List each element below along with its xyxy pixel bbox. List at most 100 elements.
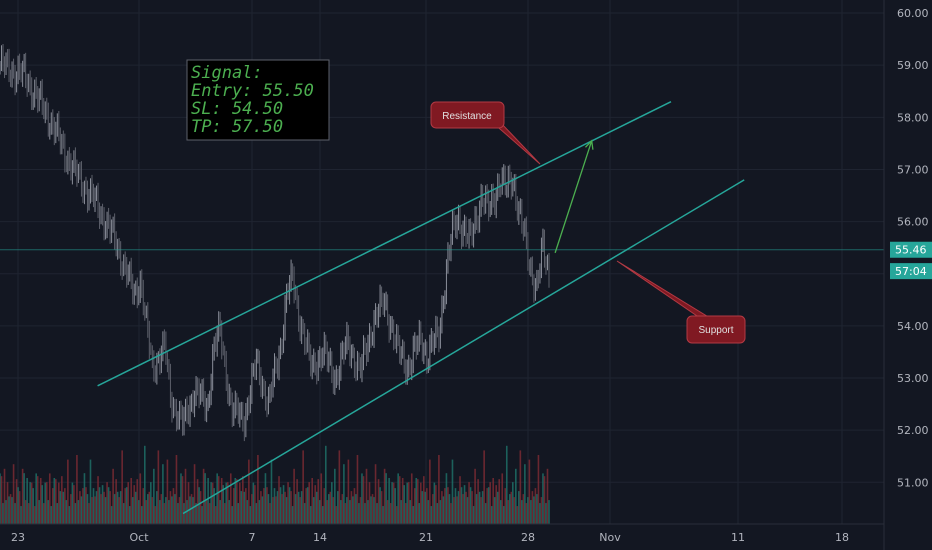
volume-bar (232, 488, 235, 524)
volume-bar (45, 482, 48, 524)
price-tick-label: 60.00 (897, 7, 929, 20)
volume-bar (454, 488, 457, 524)
volume-bar (48, 473, 51, 524)
volume-bar (38, 500, 41, 524)
volume-bar (100, 494, 102, 524)
volume-bar (101, 485, 104, 524)
volume-bar (403, 485, 406, 524)
volume-bar (226, 482, 229, 524)
volume-bar (362, 476, 365, 524)
volume-bar (207, 478, 209, 524)
volume-bar (180, 473, 182, 524)
price-tick-label: 56.00 (897, 216, 929, 229)
volume-bar (276, 491, 279, 524)
volume-bar (86, 494, 89, 524)
volume-bar (478, 491, 481, 524)
volume-bar (133, 485, 136, 524)
volume-bar (154, 506, 157, 524)
volume-bar (451, 459, 454, 524)
volume-bar (429, 459, 431, 524)
volume-bar (349, 500, 351, 524)
volume-bar (397, 473, 399, 524)
volume-bar (394, 488, 396, 524)
volume-bar (20, 506, 22, 524)
volume-bar (243, 491, 246, 524)
price-badge-label: 57:04 (895, 265, 927, 278)
volume-bar (487, 487, 490, 524)
volume-bar (391, 482, 393, 524)
volume-bar (508, 494, 511, 524)
volume-bar (460, 487, 463, 524)
volume-bar (174, 494, 176, 524)
volume-bar (293, 468, 295, 524)
volume-bar (56, 503, 59, 524)
volume-bar (153, 468, 155, 524)
volume-bar (12, 464, 15, 524)
volume-bar (208, 503, 211, 524)
volume-bar (98, 487, 101, 524)
volume-bar (344, 503, 347, 524)
volume-bar (76, 455, 78, 524)
volume-bar (318, 500, 321, 524)
volume-bar (531, 491, 534, 524)
volume-bar (204, 473, 206, 524)
volume-bar (15, 479, 18, 524)
volume-bar (326, 500, 329, 524)
volume-bar (42, 503, 45, 524)
volume-bar (364, 503, 366, 524)
volume-bar (331, 482, 333, 524)
volume-bar (134, 491, 137, 524)
volume-bar (6, 482, 9, 524)
volume-bar (505, 445, 508, 524)
volume-bar (131, 497, 134, 524)
candles (0, 43, 550, 442)
volume-bar (61, 476, 63, 524)
volume-bar (216, 473, 218, 524)
volume-bar (537, 455, 540, 524)
volume-bar (39, 478, 42, 524)
volume-bar (44, 482, 47, 524)
signal-line-sl: SL: 54.50 (191, 99, 283, 119)
resistance-label: Resistance (442, 111, 492, 122)
volume-bar (382, 506, 384, 524)
volume-bar (275, 496, 277, 524)
volume-bar (542, 473, 544, 524)
volume-bar (421, 491, 424, 524)
volume-bar (80, 496, 83, 524)
volume-bar (110, 506, 113, 524)
volume-bar (234, 478, 237, 524)
support-label: Support (698, 325, 733, 336)
price-tick-label: 52.00 (897, 424, 929, 437)
volume-bar (0, 476, 3, 524)
volume-bar (352, 496, 354, 524)
volume-bar (23, 473, 25, 524)
volume-bar (496, 491, 499, 524)
volume-bar (58, 482, 60, 524)
volume-bar (97, 476, 99, 524)
volume-bar (220, 478, 223, 524)
time-axis[interactable]: 23 Oct 7 14 21 28 Nov 11 18 (0, 523, 884, 544)
volume-bar (466, 497, 469, 524)
volume-bar (439, 500, 442, 524)
volume-bar (465, 491, 467, 524)
volume-bar (385, 473, 387, 524)
volume-bar (546, 468, 549, 524)
volume-bar (65, 500, 68, 524)
volume-bar (324, 445, 327, 524)
volume-bar (89, 459, 92, 524)
volume-bar (94, 496, 96, 524)
resistance-callout[interactable]: Resistance (430, 101, 541, 165)
volume-bar (341, 494, 344, 524)
volume-bar (51, 488, 54, 524)
volume-bar (219, 500, 222, 524)
volume-bar (8, 496, 10, 524)
volume-bar (147, 494, 149, 524)
drawing-overlays (0, 100, 884, 515)
volume-bar (536, 494, 538, 524)
signal-box[interactable]: Signal: Entry: 55.50 SL: 54.50 TP: 57.50 (186, 59, 330, 141)
support-callout[interactable]: Support (616, 260, 746, 344)
volume-bar (50, 506, 53, 524)
volume-bar (104, 497, 107, 524)
